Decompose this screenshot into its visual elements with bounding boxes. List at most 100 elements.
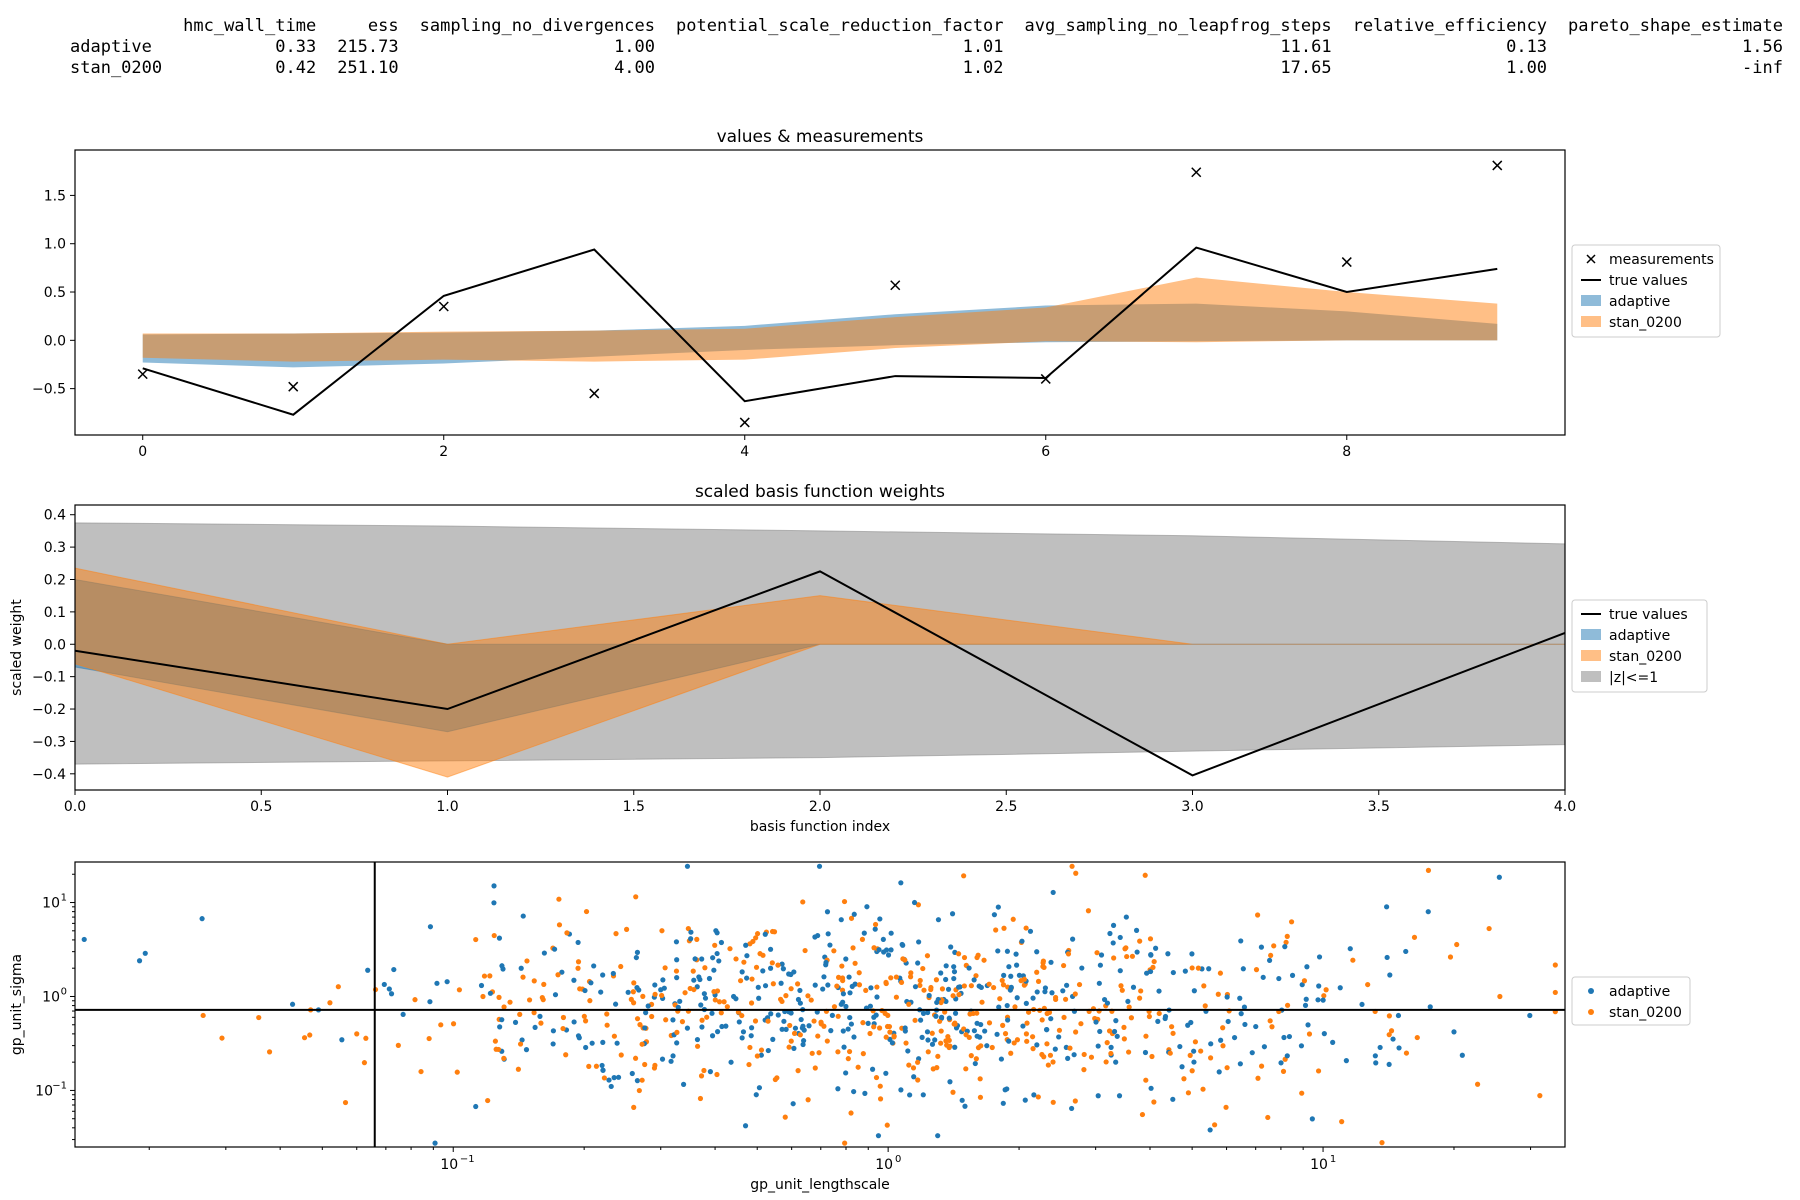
scatter-point-stan_0200 [842, 1140, 848, 1146]
scatter-point-stan_0200 [915, 1059, 921, 1065]
scatter-point-adaptive [576, 1035, 582, 1041]
scatter-point-stan_0200 [961, 983, 967, 989]
scatter-point-adaptive [971, 1028, 978, 1034]
scatter-point-adaptive [1170, 1096, 1176, 1102]
scatter-point-adaptive [1014, 995, 1020, 1001]
legend-label: adaptive [1609, 628, 1670, 644]
scatter-point-stan_0200 [1288, 919, 1295, 925]
scatter-point-stan_0200 [701, 1067, 707, 1074]
stats-cell: 215.73 [337, 37, 399, 57]
scatter-point-stan_0200 [520, 974, 526, 980]
scatter-point-stan_0200 [800, 899, 806, 905]
scatter-point-adaptive [1110, 940, 1116, 946]
y-axis-label: gp_unit_sigma [9, 954, 25, 1055]
scatter-point-stan_0200 [663, 1017, 669, 1023]
scatter-point-adaptive [795, 996, 802, 1003]
stats-cell: 17.65 [1280, 58, 1332, 78]
scatter-point-adaptive [1008, 984, 1014, 990]
scatter-point-stan_0200 [307, 1032, 313, 1038]
legend-label: true values [1609, 607, 1688, 623]
scatter-point-adaptive [1142, 1049, 1149, 1056]
scatter-point-stan_0200 [1024, 1020, 1030, 1026]
scatter-point-stan_0200 [1056, 1027, 1063, 1033]
scatter-point-stan_0200 [628, 996, 634, 1002]
scatter-point-adaptive [497, 1024, 503, 1030]
scatter-point-adaptive [740, 1029, 747, 1035]
scatter-point-stan_0200 [1151, 958, 1157, 965]
scatter-point-adaptive [1390, 1036, 1396, 1042]
scatter-point-stan_0200 [917, 977, 923, 984]
scatter-point-stan_0200 [501, 1055, 507, 1061]
scatter-point-adaptive [768, 1011, 774, 1017]
scatter-point-stan_0200 [507, 999, 513, 1005]
legend: adaptive stan_0200 [1571, 976, 1691, 1026]
scatter-point-stan_0200 [812, 1065, 818, 1071]
scatter-point-stan_0200 [1284, 933, 1290, 939]
scatter-point-adaptive [634, 1078, 641, 1084]
scatter-point-stan_0200 [900, 956, 906, 962]
scatter-point-stan_0200 [649, 1013, 655, 1020]
scatter-point-stan_0200 [266, 1049, 273, 1055]
scatter-point-stan_0200 [782, 1114, 788, 1120]
scatter-point-stan_0200 [787, 1022, 793, 1029]
scatter-point-stan_0200 [601, 1075, 607, 1081]
scatter-point-stan_0200 [968, 983, 974, 989]
scatter-point-adaptive [982, 1028, 988, 1034]
scatter-point-adaptive [876, 947, 882, 953]
scatter-point-adaptive [674, 957, 680, 963]
scatter-point-adaptive [634, 985, 640, 991]
measurement-mark [1492, 160, 1503, 171]
scatter-point-adaptive [978, 984, 984, 991]
scatter-point-stan_0200 [930, 1066, 936, 1072]
scatter-point-adaptive [386, 986, 392, 992]
scatter-point-stan_0200 [712, 942, 718, 948]
x-tick-label: 2.5 [995, 799, 1017, 815]
scatter-point-adaptive [846, 974, 852, 980]
scatter-point-adaptive [588, 980, 594, 986]
scatter-point-stan_0200 [924, 953, 931, 959]
scatter-point-stan_0200 [1192, 1039, 1199, 1045]
measurement-point [1492, 160, 1503, 171]
scatter-point-stan_0200 [456, 987, 463, 993]
scatter-point-adaptive [915, 960, 921, 966]
scatter-point-stan_0200 [973, 1056, 979, 1062]
scatter-point-adaptive [1110, 922, 1117, 928]
scatter-point-stan_0200 [1001, 925, 1007, 931]
x-axis-label: basis function index [750, 819, 890, 835]
scatter-point-adaptive [680, 1081, 687, 1087]
scatter-point-adaptive [381, 981, 387, 988]
scatter-point-stan_0200 [1072, 991, 1078, 997]
scatter-point-stan_0200 [1034, 969, 1040, 975]
scatter-point-stan_0200 [1030, 1046, 1036, 1052]
scatter-point-adaptive [762, 983, 769, 989]
x-tick-label: 2 [439, 444, 448, 460]
scatter-point-adaptive [907, 1092, 913, 1098]
scatter-point-stan_0200 [950, 1089, 956, 1095]
scatter-point-adaptive [1337, 985, 1343, 991]
scatter-point-stan_0200 [473, 936, 479, 943]
y-tick-label: 0.2 [44, 572, 66, 588]
scatter-point-adaptive [684, 863, 691, 869]
scatter-point-stan_0200 [961, 873, 967, 879]
scatter-point-adaptive [841, 1044, 847, 1050]
scatter-point-stan_0200 [555, 972, 561, 978]
legend-patch-z [1581, 671, 1601, 682]
scatter-point-adaptive [838, 1001, 844, 1007]
scatter-point-adaptive [919, 1034, 925, 1040]
scatter-point-adaptive [1241, 1004, 1248, 1010]
scatter-point-adaptive [718, 939, 725, 946]
scatter-point-adaptive [714, 950, 720, 957]
scatter-point-adaptive [1182, 968, 1188, 974]
scatter-point-stan_0200 [791, 1030, 798, 1036]
scatter-point-stan_0200 [560, 1014, 567, 1021]
scatter-point-adaptive [611, 1075, 617, 1081]
scatter-point-stan_0200 [788, 986, 794, 992]
scatter-point-adaptive [1527, 1012, 1533, 1019]
scatter-point-stan_0200 [906, 1001, 912, 1007]
scatter-point-adaptive [643, 1010, 649, 1016]
scatter-point-stan_0200 [219, 1035, 225, 1041]
scatter-point-adaptive [1302, 1002, 1309, 1008]
scatter-point-adaptive [933, 1013, 939, 1019]
legend-frame [1571, 976, 1691, 1026]
